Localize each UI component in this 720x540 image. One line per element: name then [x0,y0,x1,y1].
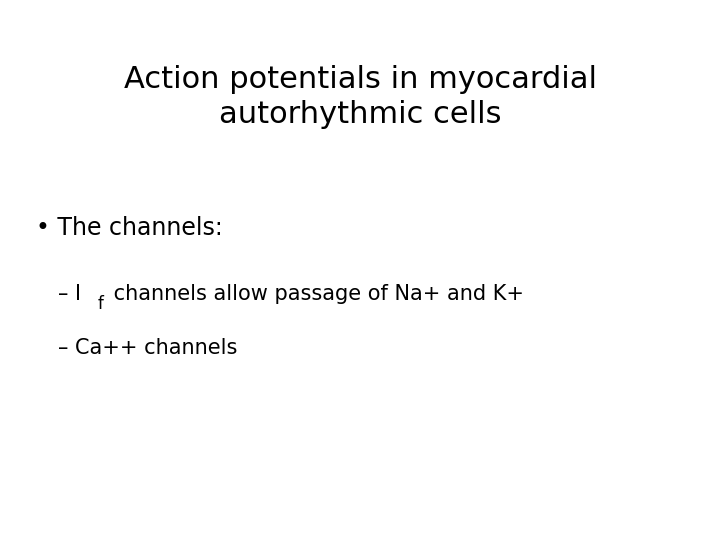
Text: f: f [97,295,103,313]
Text: • The channels:: • The channels: [36,216,222,240]
Text: – I: – I [58,284,81,303]
Text: channels allow passage of Na+ and K+: channels allow passage of Na+ and K+ [107,284,523,303]
Text: Action potentials in myocardial
autorhythmic cells: Action potentials in myocardial autorhyt… [124,65,596,129]
Text: – Ca++ channels: – Ca++ channels [58,338,237,357]
